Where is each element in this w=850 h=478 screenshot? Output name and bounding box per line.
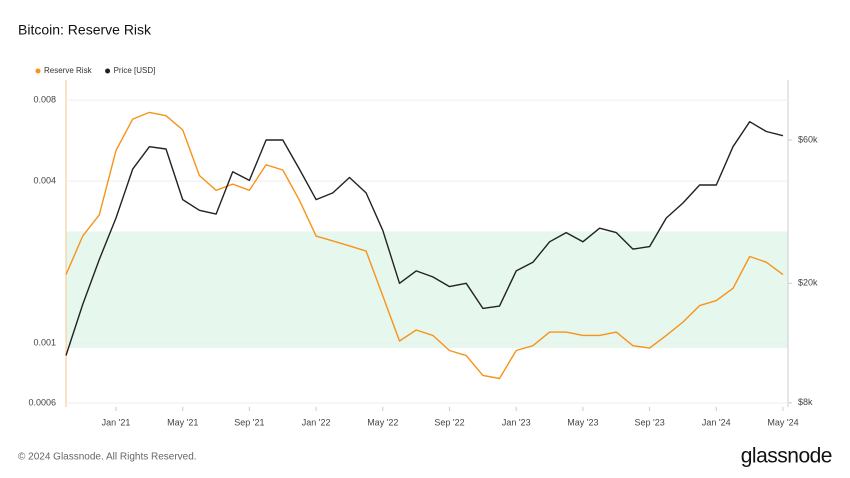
- series-line: [65, 111, 784, 380]
- legend-label: Price [USD]: [114, 66, 156, 75]
- x-tick-label: May '22: [367, 417, 398, 427]
- shaded-band: [66, 231, 788, 349]
- x-tick-label: Jan '24: [702, 417, 731, 427]
- legend-marker: [35, 68, 41, 74]
- y2-tick-label: $20k: [798, 278, 818, 288]
- y2-tick-label: $8k: [798, 397, 813, 407]
- x-tick-label: Jan '23: [502, 417, 531, 427]
- series-line: [65, 121, 784, 356]
- logo: glassnode: [741, 445, 832, 468]
- legend-marker: [105, 68, 111, 74]
- copyright: © 2024 Glassnode. All Rights Reserved.: [18, 452, 197, 463]
- x-tick-label: May '23: [567, 417, 598, 427]
- y2-tick-label: $60k: [798, 134, 818, 144]
- y-tick-label: 0.004: [33, 176, 56, 186]
- x-tick-label: Jan '21: [102, 417, 131, 427]
- x-tick-label: Sep '21: [234, 417, 264, 427]
- chart-title: Bitcoin: Reserve Risk: [18, 22, 152, 38]
- x-tick-label: Sep '23: [634, 417, 664, 427]
- x-tick-label: Sep '22: [434, 417, 464, 427]
- x-tick-label: Jan '22: [302, 417, 331, 427]
- y-tick-label: 0.008: [33, 94, 56, 104]
- legend-label: Reserve Risk: [44, 66, 93, 75]
- y-tick-label: 0.001: [33, 338, 56, 348]
- y-tick-label: 0.0006: [28, 397, 56, 407]
- x-tick-label: May '21: [167, 417, 198, 427]
- x-tick-label: May '24: [767, 417, 798, 427]
